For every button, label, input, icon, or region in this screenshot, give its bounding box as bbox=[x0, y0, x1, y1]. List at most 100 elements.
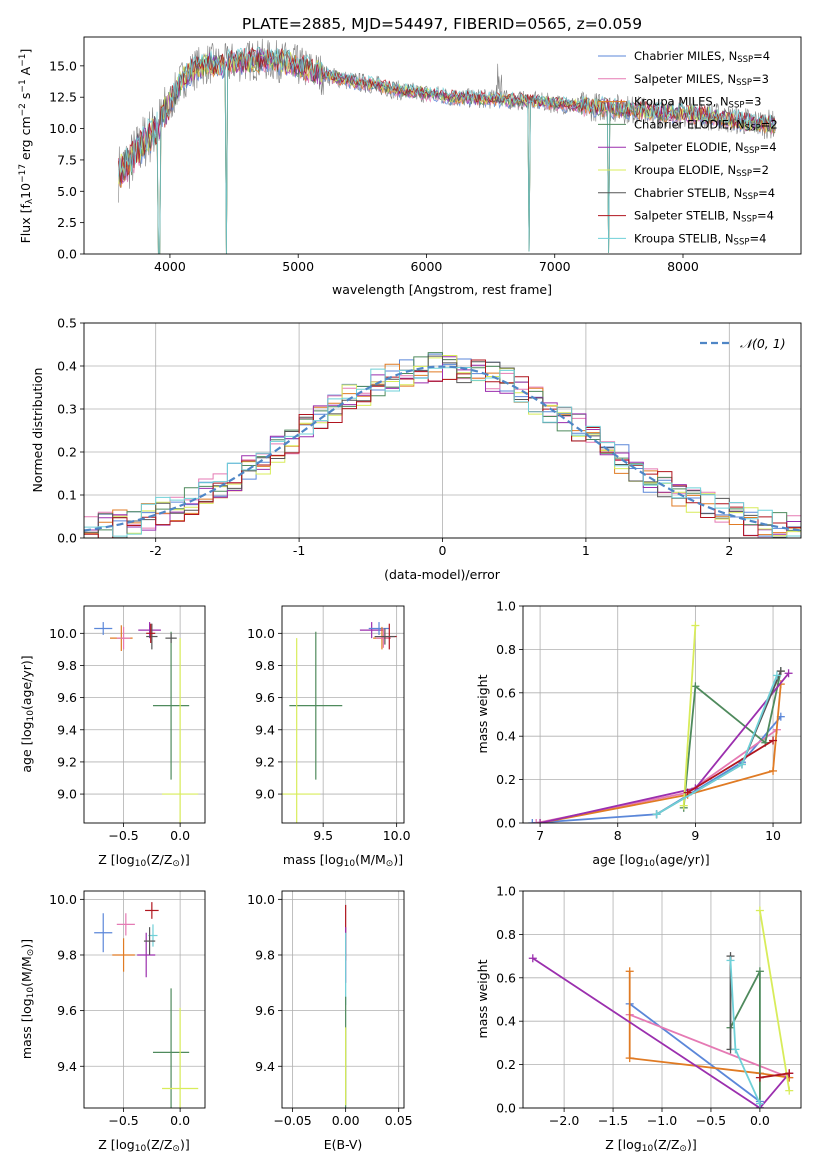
label-part: (age/yr)] bbox=[19, 655, 34, 710]
mass-vs-z-axes: −0.5 0.0 9.4 9.6 9.8 10.0 bbox=[49, 890, 206, 1128]
label-part: =3 bbox=[752, 72, 769, 86]
x-tick-label: 10.0 bbox=[383, 828, 411, 843]
y-tick-label: 9.8 bbox=[57, 947, 77, 962]
y-tick-label: 9.4 bbox=[57, 722, 77, 737]
y-tick-label: 5.0 bbox=[57, 184, 77, 199]
mass-vs-ebv-frame bbox=[281, 890, 405, 1109]
y-tick-label: 15.0 bbox=[49, 58, 77, 73]
label-part: Flux [f bbox=[18, 204, 33, 244]
plus-marker bbox=[755, 967, 764, 976]
label-part: ] bbox=[18, 49, 33, 54]
x-tick-label: 8000 bbox=[667, 259, 699, 274]
x-axis-label: mass [log10(M/M⊙)] bbox=[283, 852, 403, 869]
label-part: Z [log bbox=[98, 852, 134, 867]
label-part: SSP bbox=[744, 146, 760, 156]
data-point bbox=[137, 932, 156, 978]
label-part: )] bbox=[19, 939, 34, 949]
label-part: A bbox=[18, 66, 33, 79]
label-part: −2 bbox=[18, 103, 28, 116]
data-point bbox=[143, 927, 156, 955]
label-part: 10 bbox=[644, 859, 656, 869]
x-tick-label: 0.05 bbox=[385, 1113, 413, 1128]
y-tick-label: 0.3 bbox=[57, 402, 77, 417]
label-part: Salpeter STELIB, N bbox=[634, 209, 741, 223]
y-tick-label: 2.5 bbox=[57, 215, 77, 230]
mass-weight-vs-z-axes: −2.0 −1.5 −1.0 −0.5 0.0 0.0 0.2 0.4 0.6 0.8 1.0 bbox=[496, 884, 802, 1128]
y-tick-label: 9.2 bbox=[255, 754, 275, 769]
y-tick-label: 0.2 bbox=[496, 772, 516, 787]
label-part: ⊙ bbox=[679, 1144, 687, 1154]
x-tick-label: −0.05 bbox=[273, 1113, 311, 1128]
spectrum-frame bbox=[83, 36, 802, 255]
label-part: SSP bbox=[729, 101, 745, 111]
histogram-series-line bbox=[84, 359, 801, 538]
label-part: )] bbox=[180, 852, 190, 867]
series-line bbox=[687, 739, 774, 794]
mass-weight-vs-age-axes: 7 8 9 10 0.0 0.2 0.4 0.6 0.8 1.0 bbox=[496, 599, 802, 843]
y-tick-label: 0.4 bbox=[57, 359, 77, 374]
label-part: λ bbox=[25, 198, 35, 204]
x-axis-label: E(B-V) bbox=[324, 1137, 363, 1152]
label-part: Kroupa ELODIE, N bbox=[634, 163, 736, 177]
label-part: 10 bbox=[642, 1144, 654, 1154]
legend-entry: Chabrier ELODIE, NSSP=2 bbox=[634, 117, 778, 133]
y-tick-label: 0.5 bbox=[57, 316, 77, 331]
label-part: Chabrier MILES, N bbox=[634, 49, 737, 63]
mass-vs-z-plot-area bbox=[94, 902, 199, 1108]
plus-marker bbox=[784, 669, 793, 678]
x-tick-label: -2 bbox=[149, 543, 161, 558]
data-point bbox=[145, 902, 159, 919]
y-tick-label: 9.2 bbox=[57, 754, 77, 769]
x-tick-label: 4000 bbox=[154, 259, 186, 274]
y-axis-label: Flux [fλ10−17 erg cm−2 s−1 A−1] bbox=[18, 49, 36, 244]
plus-marker bbox=[536, 819, 545, 823]
plus-marker bbox=[679, 801, 688, 810]
histogram-series-line bbox=[84, 367, 801, 538]
y-tick-label: 9.8 bbox=[255, 658, 275, 673]
plus-marker bbox=[691, 621, 700, 630]
x-tick-label: −0.5 bbox=[696, 1113, 726, 1128]
age-vs-mass-axes: 9.5 10.0 9.0 9.2 9.4 9.6 9.8 10.0 bbox=[247, 605, 411, 843]
y-tick-label: 0.8 bbox=[496, 642, 516, 657]
plus-marker bbox=[737, 760, 746, 769]
x-tick-label: 0.00 bbox=[332, 1113, 360, 1128]
data-point bbox=[146, 623, 158, 650]
y-axis-label: age [log10(age/yr)] bbox=[19, 655, 36, 772]
plus-marker bbox=[528, 819, 537, 823]
y-tick-label: 9.4 bbox=[57, 1059, 77, 1074]
label-part: ⊙ bbox=[386, 859, 394, 869]
label-part: (M/M bbox=[355, 852, 386, 867]
y-tick-label: 0.4 bbox=[496, 1014, 516, 1029]
label-part: ⊙ bbox=[172, 1144, 180, 1154]
gaussian-curve bbox=[84, 365, 801, 532]
y-tick-label: 0.6 bbox=[496, 685, 516, 700]
x-tick-label: 9.5 bbox=[313, 828, 333, 843]
label-part: SSP bbox=[745, 124, 761, 134]
mass-weight-vs-age-frame bbox=[522, 605, 802, 824]
x-tick-label: 0.0 bbox=[170, 828, 190, 843]
y-tick-label: 9.8 bbox=[57, 658, 77, 673]
y-tick-label: 0.8 bbox=[496, 927, 516, 942]
legend-entry: Salpeter STELIB, NSSP=4 bbox=[634, 209, 774, 225]
plus-marker bbox=[528, 954, 537, 963]
y-tick-label: 0.1 bbox=[57, 488, 77, 503]
x-axis-label: wavelength [Angstrom, rest frame] bbox=[332, 282, 552, 297]
data-point bbox=[359, 622, 384, 639]
y-tick-label: 0.6 bbox=[496, 970, 516, 985]
label-part: 10 bbox=[26, 710, 36, 722]
plus-marker bbox=[731, 1045, 740, 1054]
mass-vs-z-frame bbox=[83, 890, 206, 1109]
figure-title: PLATE=2885, MJD=54497, FIBERID=0565, z=0… bbox=[242, 15, 642, 33]
data-point bbox=[282, 638, 321, 823]
label-part: Chabrier ELODIE, N bbox=[634, 117, 745, 131]
label-part: =2 bbox=[752, 163, 769, 177]
plus-marker bbox=[772, 671, 781, 680]
y-tick-label: 0.2 bbox=[57, 445, 77, 460]
label-part: Salpeter MILES, N bbox=[634, 72, 736, 86]
label-part: ⊙ bbox=[26, 949, 36, 957]
x-tick-label: −2.0 bbox=[549, 1113, 579, 1128]
spectrum-model-line bbox=[118, 46, 776, 254]
x-tick-label: 2 bbox=[725, 543, 733, 558]
series-line bbox=[759, 910, 791, 1091]
plus-marker bbox=[769, 766, 778, 775]
